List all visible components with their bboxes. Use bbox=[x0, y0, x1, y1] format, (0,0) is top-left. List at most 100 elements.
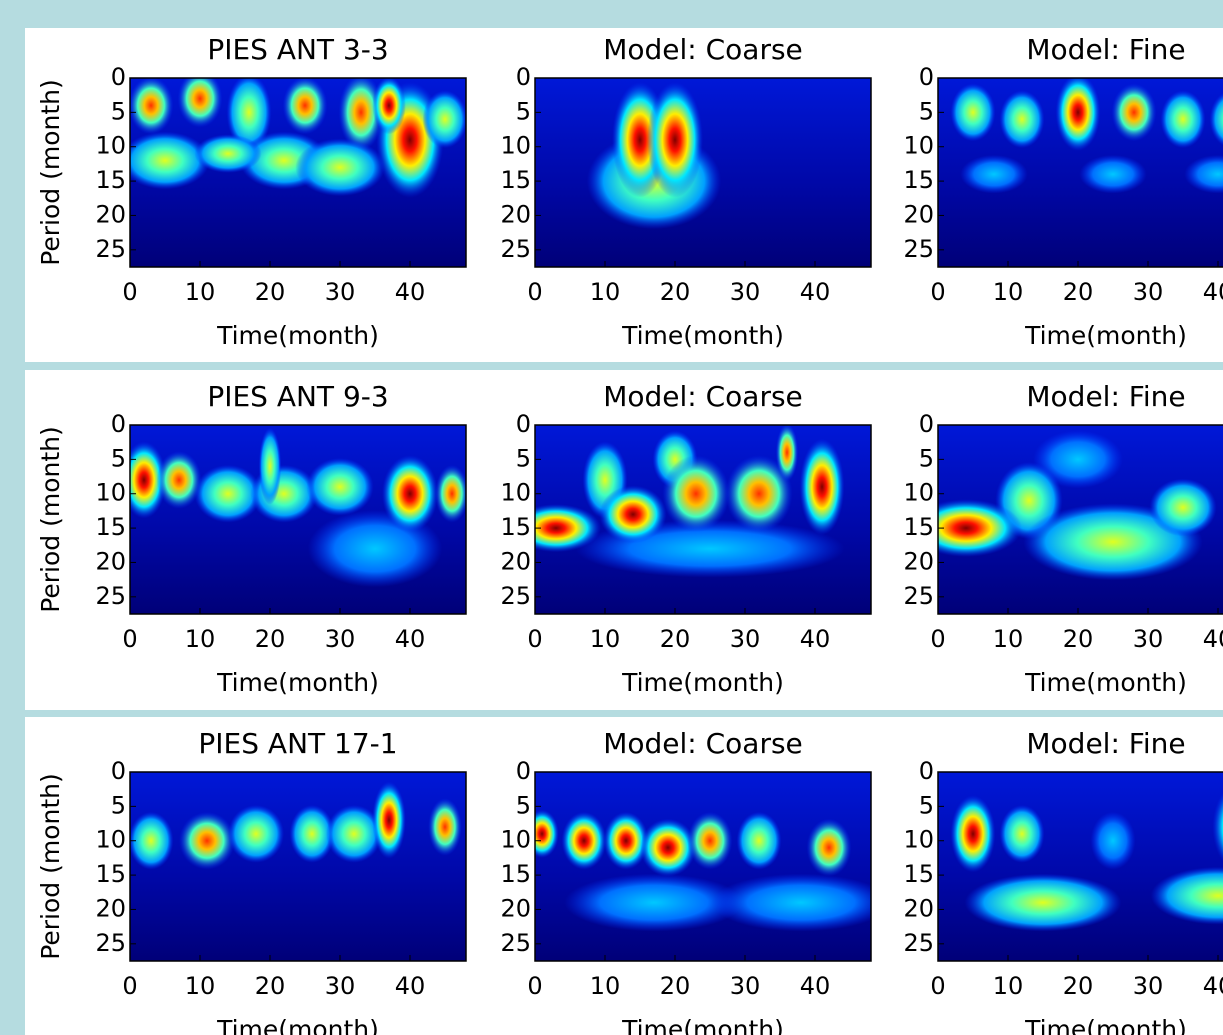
x-tick-label: 20 bbox=[1063, 278, 1094, 306]
heatmap-blob bbox=[960, 154, 1028, 194]
plot-frame bbox=[534, 77, 872, 268]
heatmap bbox=[130, 772, 466, 961]
x-tick-label: 20 bbox=[255, 625, 286, 653]
subplot-title: PIES ANT 3-3 bbox=[207, 33, 388, 66]
y-tick-label: 15 bbox=[500, 860, 531, 888]
heatmap-blob bbox=[564, 873, 744, 932]
heatmap-blob bbox=[130, 811, 174, 870]
x-axis-label: Time(month) bbox=[1024, 1015, 1187, 1035]
x-axis-label: Time(month) bbox=[621, 668, 784, 697]
heatmap-blob bbox=[1111, 83, 1157, 142]
heatmap bbox=[535, 772, 871, 961]
x-tick-label: 40 bbox=[395, 278, 426, 306]
plot-frame bbox=[129, 424, 467, 615]
x-tick-label: 0 bbox=[930, 625, 945, 653]
x-tick-label: 30 bbox=[730, 625, 761, 653]
y-tick-label: 0 bbox=[111, 63, 126, 91]
heatmap-blob bbox=[226, 78, 272, 151]
heatmap bbox=[535, 425, 871, 614]
heatmap-blob bbox=[1090, 811, 1136, 870]
y-tick-label: 25 bbox=[95, 582, 126, 610]
subplot-title: PIES ANT 9-3 bbox=[207, 380, 388, 413]
y-tick-label: 20 bbox=[500, 200, 531, 228]
x-axis-label: Time(month) bbox=[216, 321, 379, 350]
y-tick-label: 20 bbox=[903, 547, 934, 575]
y-tick-label: 15 bbox=[95, 513, 126, 541]
subplot: PIES ANT 3-3 Time(month) Period (month) 0 10… bbox=[36, 33, 467, 350]
subplot-title: Model: Coarse bbox=[603, 727, 803, 760]
x-tick-label: 30 bbox=[325, 625, 356, 653]
heatmap-blob bbox=[372, 781, 406, 859]
x-tick-label: 40 bbox=[1203, 278, 1223, 306]
heatmap bbox=[130, 78, 466, 267]
y-tick-label: 5 bbox=[919, 791, 934, 819]
subplot: PIES ANT 17-1 Time(month) Period (month) 0 1… bbox=[36, 727, 467, 1035]
heatmap-blob bbox=[806, 818, 852, 877]
heatmap-blob bbox=[725, 455, 793, 533]
y-tick-label: 20 bbox=[95, 200, 126, 228]
heatmap-blob bbox=[282, 78, 328, 135]
heatmap-blob bbox=[662, 455, 730, 533]
heatmap-blob bbox=[775, 425, 799, 482]
x-tick-label: 10 bbox=[993, 278, 1024, 306]
y-tick-label: 0 bbox=[919, 63, 934, 91]
subplot: Model: Coarse Time(month) 0 10 20 30 40 0 5 10 15 2… bbox=[500, 380, 872, 697]
heatmap-blob bbox=[603, 811, 649, 870]
y-tick-label: 25 bbox=[95, 929, 126, 957]
heatmap-blob bbox=[295, 138, 385, 197]
heatmap-blob bbox=[1149, 478, 1217, 537]
subplot: Model: Coarse Time(month) 0 10 20 30 40 0 5 10 15 2… bbox=[500, 727, 872, 1035]
heatmap-blob bbox=[711, 873, 871, 932]
heatmap-blob bbox=[289, 804, 335, 863]
y-tick-label: 0 bbox=[111, 757, 126, 785]
x-tick-label: 0 bbox=[527, 278, 542, 306]
heatmap-blob bbox=[194, 464, 262, 523]
heatmap-blob bbox=[687, 811, 733, 870]
plot-frame bbox=[534, 424, 872, 615]
subplot: Model: Fine Time(month) 0 10 20 30 40 0 5 10 15 20 2… bbox=[903, 33, 1223, 350]
heatmap bbox=[938, 772, 1223, 961]
y-tick-label: 10 bbox=[903, 826, 934, 854]
y-tick-label: 10 bbox=[500, 826, 531, 854]
plot-frame bbox=[129, 771, 467, 962]
x-tick-label: 30 bbox=[730, 972, 761, 1000]
subplot-title: PIES ANT 17-1 bbox=[198, 727, 397, 760]
x-axis-label: Time(month) bbox=[1024, 668, 1187, 697]
heatmap-blob bbox=[736, 811, 782, 870]
x-tick-label: 0 bbox=[122, 278, 137, 306]
y-tick-label: 5 bbox=[919, 97, 934, 125]
plot-frame bbox=[937, 77, 1223, 268]
heatmap-blob bbox=[130, 131, 210, 190]
y-tick-label: 20 bbox=[500, 547, 531, 575]
y-tick-label: 5 bbox=[516, 444, 531, 472]
y-tick-label: 0 bbox=[516, 757, 531, 785]
x-tick-label: 20 bbox=[255, 278, 286, 306]
heatmap-blob bbox=[382, 455, 438, 533]
heatmap-blob bbox=[999, 90, 1045, 149]
y-tick-label: 10 bbox=[95, 132, 126, 160]
x-tick-label: 40 bbox=[800, 278, 831, 306]
heatmap-blob bbox=[228, 804, 284, 863]
y-tick-label: 5 bbox=[919, 444, 934, 472]
y-axis-label: Period (month) bbox=[36, 79, 65, 266]
x-tick-label: 40 bbox=[1203, 972, 1223, 1000]
x-tick-label: 10 bbox=[185, 625, 216, 653]
heatmap-blob bbox=[561, 811, 607, 870]
heatmap bbox=[535, 78, 871, 267]
x-tick-label: 10 bbox=[993, 972, 1024, 1000]
heatmap-blob bbox=[938, 499, 1022, 557]
heatmap-blob bbox=[950, 795, 996, 873]
heatmap-blob bbox=[799, 438, 845, 535]
x-tick-label: 0 bbox=[527, 625, 542, 653]
x-tick-label: 10 bbox=[590, 972, 621, 1000]
x-tick-label: 0 bbox=[122, 625, 137, 653]
x-tick-label: 0 bbox=[930, 972, 945, 1000]
heatmap-blob bbox=[428, 798, 462, 856]
plot-frame bbox=[129, 77, 467, 268]
x-axis-label: Time(month) bbox=[1024, 321, 1187, 350]
y-tick-label: 20 bbox=[95, 894, 126, 922]
x-tick-label: 40 bbox=[395, 972, 426, 1000]
x-tick-label: 40 bbox=[395, 625, 426, 653]
heatmap-blob bbox=[1150, 866, 1223, 925]
